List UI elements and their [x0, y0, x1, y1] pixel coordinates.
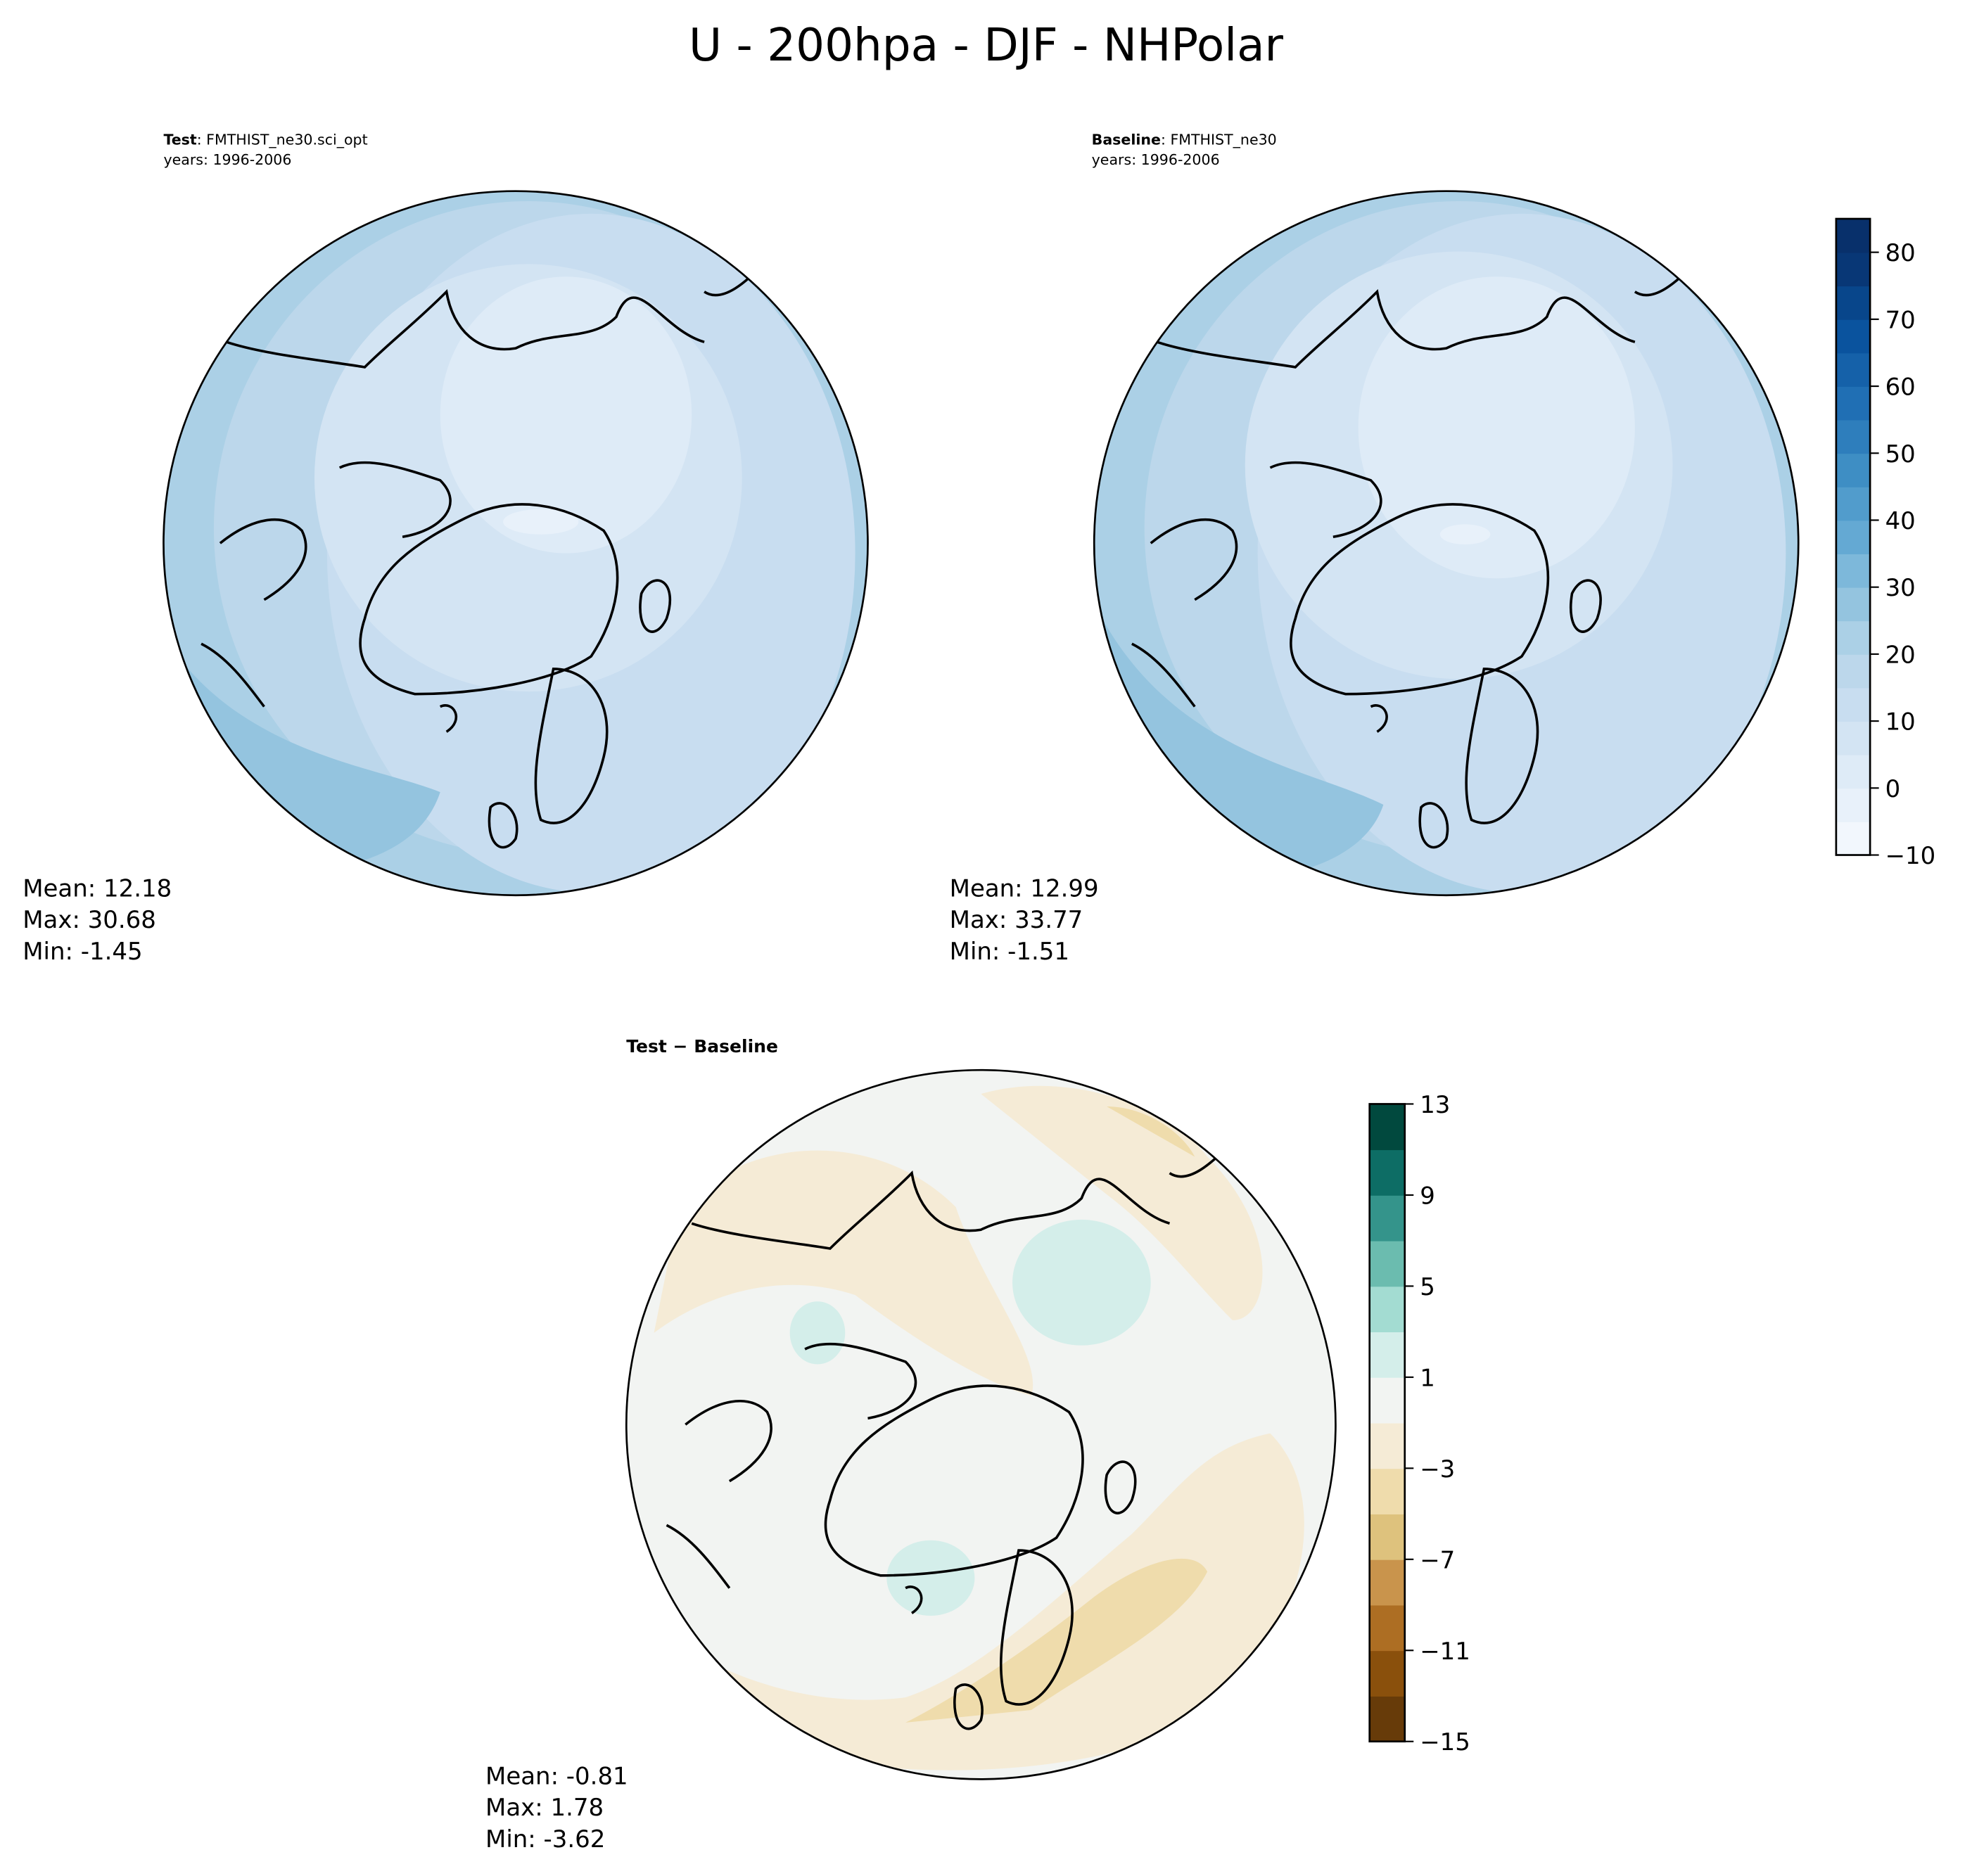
- colorbar-level: [1836, 252, 1871, 287]
- contour-field: [163, 191, 868, 895]
- colorbar-level: [1836, 453, 1871, 487]
- panel-subtitle: years: 1996-2006: [1092, 151, 1220, 168]
- panel-title: Test: FMTHIST_ne30.sci_opt: [163, 132, 367, 148]
- colorbar-level: [1836, 419, 1871, 454]
- stat-mean: Mean: 12.18: [23, 875, 172, 903]
- colorbar-level: [1836, 386, 1871, 421]
- colorbar-level: [1369, 1194, 1405, 1242]
- colorbar-tick-label: 30: [1885, 574, 1916, 602]
- colorbar-tick-label: −10: [1885, 842, 1936, 870]
- colorbar-level: [1836, 219, 1871, 253]
- stat-min: Min: -1.45: [23, 938, 142, 966]
- colorbar-level: [1836, 554, 1871, 588]
- stat-max: Max: 33.77: [950, 906, 1083, 934]
- colorbar-level: [1836, 352, 1871, 387]
- colorbar-frame: [1368, 1103, 1406, 1743]
- colorbar-level: [1836, 286, 1871, 320]
- colorbar-level: [1836, 587, 1871, 622]
- map-boundary: [625, 1068, 1337, 1780]
- stat-max: Max: 1.78: [485, 1794, 604, 1822]
- colorbar-level: [1369, 1650, 1405, 1697]
- contour-field: [626, 1070, 1336, 1780]
- colorbar-level: [1369, 1377, 1405, 1424]
- figure-title: U - 200hpa - DJF - NHPolar: [689, 19, 1284, 72]
- contour-field: [1094, 191, 1799, 895]
- colorbar-tick-label: 80: [1885, 239, 1916, 267]
- colorbar-level: [1836, 620, 1871, 655]
- colorbar-frame: [1835, 217, 1871, 856]
- colorbar-level: [1369, 1149, 1405, 1196]
- colorbar-tick-label: −7: [1420, 1546, 1455, 1574]
- stat-max: Max: 30.68: [23, 906, 156, 934]
- colorbar-level: [1369, 1695, 1405, 1742]
- colorbar-tick-label: 60: [1885, 374, 1916, 402]
- panel-test: Test: FMTHIST_ne30.sci_opt years: 1996-2…: [23, 132, 869, 966]
- colorbar-level: [1836, 754, 1871, 789]
- panel-subtitle: years: 1996-2006: [163, 151, 291, 168]
- colorbar-tick-label: 20: [1885, 641, 1916, 669]
- colorbar-tick-label: −15: [1420, 1728, 1470, 1756]
- colorbar-difference: −15 −11 −7 −3 1 5 9 13: [1368, 1091, 1470, 1756]
- stat-min: Min: -1.51: [950, 938, 1069, 966]
- colorbar-tick-label: 0: [1885, 775, 1901, 803]
- colorbar-tick-label: 70: [1885, 306, 1916, 334]
- stat-mean: Mean: -0.81: [485, 1763, 628, 1791]
- colorbar-tick-label: 40: [1885, 507, 1916, 535]
- colorbar-level: [1369, 1240, 1405, 1287]
- panel-title: Test − Baseline: [626, 1036, 778, 1057]
- colorbar-level: [1369, 1604, 1405, 1652]
- colorbar-tick-label: 1: [1420, 1364, 1435, 1392]
- map-boundary: [1093, 190, 1800, 897]
- colorbar-level: [1836, 788, 1871, 822]
- map-boundary: [163, 190, 869, 897]
- colorbar-level: [1836, 486, 1871, 521]
- colorbar-level: [1369, 1422, 1405, 1469]
- colorbar-tick-label: 13: [1420, 1091, 1450, 1119]
- colorbar-tick-label: 5: [1420, 1273, 1435, 1301]
- colorbar-tick-label: 10: [1885, 708, 1916, 736]
- colorbar-tick-label: −11: [1420, 1638, 1470, 1666]
- colorbar-level: [1369, 1104, 1405, 1151]
- colorbar-level: [1836, 319, 1871, 354]
- stat-min: Min: -3.62: [485, 1825, 605, 1853]
- stat-mean: Mean: 12.99: [950, 875, 1099, 903]
- colorbar-level: [1369, 1468, 1405, 1514]
- colorbar-level: [1836, 520, 1871, 554]
- colorbar-level: [1369, 1559, 1405, 1606]
- colorbar-level: [1369, 1332, 1405, 1378]
- panel-baseline: Baseline: FMTHIST_ne30 years: 1996-2006 …: [950, 132, 1800, 966]
- colorbar-level: [1369, 1286, 1405, 1333]
- colorbar-tick-label: 9: [1420, 1182, 1435, 1210]
- colorbar-level: [1836, 687, 1871, 722]
- colorbar-absolute: −10 0 10 20 30 40 50 60 70 80: [1835, 217, 1936, 870]
- colorbar-level: [1369, 1514, 1405, 1560]
- colorbar-tick-label: −3: [1420, 1455, 1455, 1483]
- colorbar-level: [1836, 821, 1871, 856]
- colorbar-tick-label: 50: [1885, 440, 1916, 468]
- colorbar-level: [1836, 653, 1871, 689]
- panel-difference: Test − Baseline Mean: -0.81 Max: 1.78 Mi…: [485, 1036, 1337, 1853]
- panel-title: Baseline: FMTHIST_ne30: [1092, 132, 1277, 148]
- colorbar-level: [1836, 721, 1871, 755]
